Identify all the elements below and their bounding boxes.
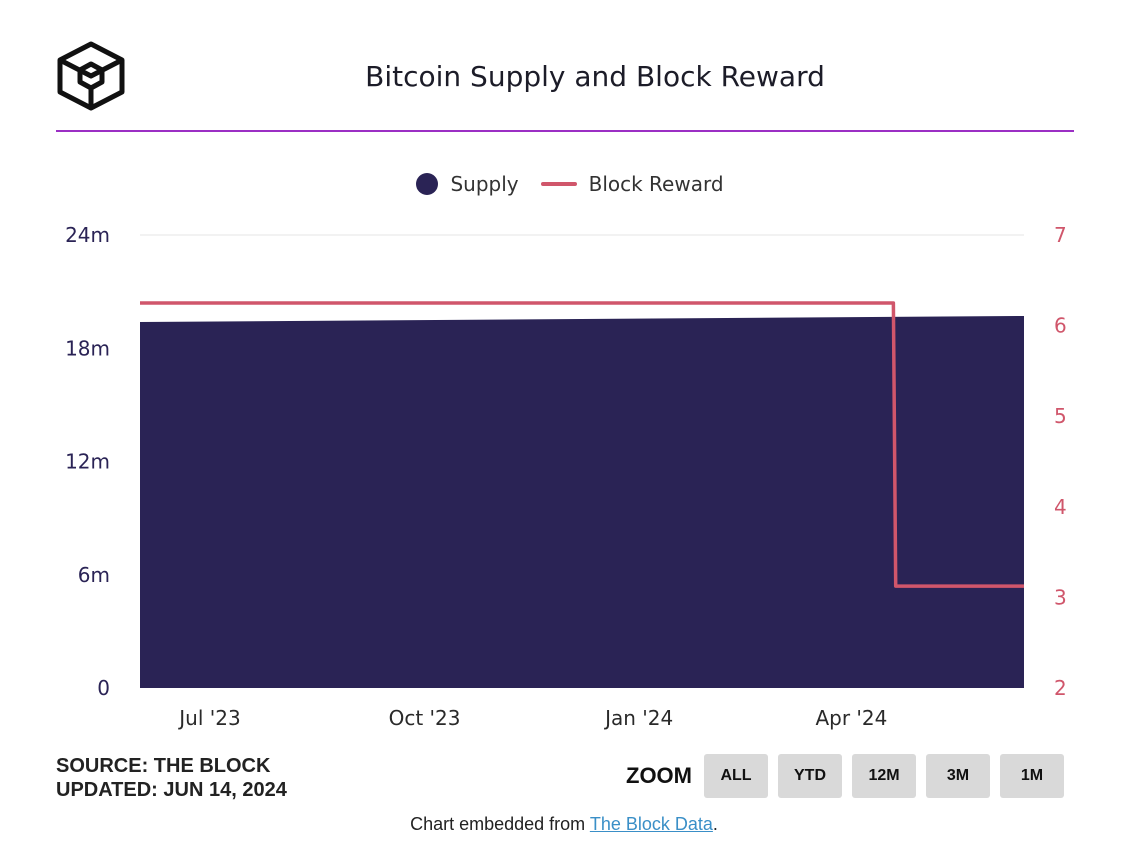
zoom-12m-button[interactable]: 12M: [852, 754, 916, 798]
y-right-tick-label: 3: [1054, 585, 1067, 609]
chart-legend: Supply Block Reward: [0, 172, 1140, 196]
x-tick-label: Oct '23: [389, 706, 461, 730]
zoom-all-button[interactable]: ALL: [704, 754, 768, 798]
legend-item-supply[interactable]: Supply: [416, 172, 519, 196]
x-tick-label: Apr '24: [815, 706, 887, 730]
y-right-tick-label: 4: [1054, 495, 1067, 519]
y-right-tick-label: 7: [1054, 223, 1067, 247]
x-tick-label: Jan '24: [603, 706, 673, 730]
source-label: SOURCE: THE BLOCK: [56, 755, 271, 777]
source-block: SOURCE: THE BLOCK UPDATED: JUN 14, 2024: [56, 754, 287, 802]
supply-area: [140, 315, 1024, 688]
y-right-tick-label: 2: [1054, 676, 1067, 700]
legend-swatch-supply: [416, 173, 439, 195]
y-left-tick-label: 6m: [78, 563, 110, 587]
chart-title: Bitcoin Supply and Block Reward: [365, 60, 825, 93]
y-left-tick-label: 0: [97, 676, 110, 700]
chart-plot: 0 6m 12m 18m 24m 2 3 4 5 6 7 Jul '23 Oct '23 Jan '24 A…: [65, 223, 1067, 730]
y-right-tick-label: 5: [1054, 404, 1067, 428]
y-left-tick-label: 24m: [65, 223, 110, 247]
zoom-ytd-button[interactable]: YTD: [778, 754, 842, 798]
y-left-tick-label: 12m: [65, 450, 110, 474]
updated-label: UPDATED: JUN 14, 2024: [56, 779, 287, 801]
zoom-1m-button[interactable]: 1M: [1000, 754, 1064, 798]
y-left-tick-label: 18m: [65, 336, 110, 360]
legend-item-block-reward[interactable]: Block Reward: [540, 172, 724, 196]
x-tick-label: Jul '23: [177, 706, 240, 730]
block-reward-line: [140, 301, 1024, 588]
y-right-tick-label: 6: [1054, 314, 1067, 338]
footer-suffix: .: [712, 814, 718, 834]
the-block-data-link[interactable]: The Block Data: [589, 814, 713, 834]
zoom-controls: ZOOM ALL YTD 12M 3M 1M: [626, 754, 1074, 798]
legend-swatch-block-reward: [540, 182, 577, 186]
zoom-3m-button[interactable]: 3M: [926, 754, 990, 798]
legend-label-supply: Supply: [450, 172, 519, 196]
legend-label-block-reward: Block Reward: [588, 172, 724, 196]
the-block-logo-icon: [57, 41, 125, 111]
footer-prefix: Chart embedded from: [410, 814, 590, 834]
zoom-label: ZOOM: [626, 763, 692, 788]
title-divider: [56, 130, 1074, 132]
embed-footer: Chart embedded from The Block Data.: [0, 814, 1128, 835]
